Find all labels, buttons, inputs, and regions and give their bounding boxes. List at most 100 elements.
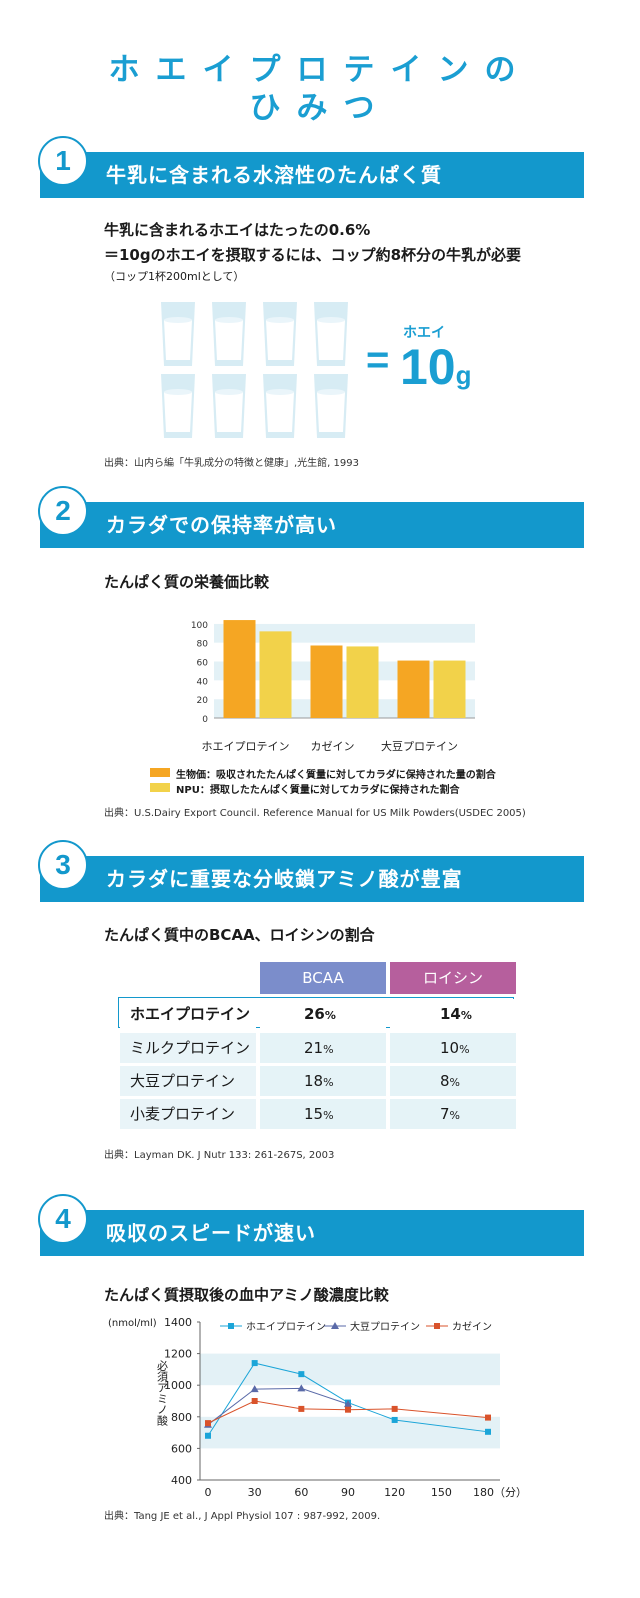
legend-label-npu: NPU：摂取したたんぱく質量に対してカラダに保持された割合: [176, 785, 460, 796]
legend-swatch-npu: [150, 783, 170, 792]
section1-number: 1: [38, 136, 88, 186]
milk-cup-icon: [161, 302, 195, 366]
section1-source: 出典：山内ら編「牛乳成分の特徴と健康」,光生館, 1993: [104, 458, 359, 469]
row-bcaa-pct: %: [323, 1109, 334, 1122]
row-bcaa: 15%: [260, 1099, 386, 1129]
section3-banner: カラダに重要な分岐鎖アミノ酸が豊富: [40, 856, 584, 902]
section3-number: 3: [38, 840, 88, 890]
row-leucine: 8%: [390, 1066, 516, 1096]
milk-cups-illustration: [161, 302, 348, 438]
row-leucine: 7%: [390, 1099, 516, 1129]
section4-source: 出典：Tang JE et al., J Appl Physiol 107 : …: [104, 1511, 381, 1522]
section4-number: 4: [38, 1194, 88, 1244]
page-title-line1: ホエイプロテインの: [108, 52, 532, 88]
bar-生物価: [223, 620, 256, 718]
bar-生物価: [310, 645, 343, 718]
data-point: [391, 1416, 398, 1423]
y-tick-label: 80: [197, 640, 209, 650]
y-tick-label: 0: [202, 715, 208, 725]
row-leucine-value: 14: [440, 1005, 461, 1023]
section3-source: 出典：Layman DK. J Nutr 133: 261-267S, 2003: [104, 1150, 335, 1161]
y-tick-label: 20: [197, 696, 209, 706]
row-leucine-pct: %: [449, 1109, 460, 1122]
x-category-label: 大豆プロテイン: [381, 739, 458, 753]
y-tick-label: 400: [171, 1474, 192, 1487]
section3-subheading: たんぱく質中のBCAA、ロイシンの割合: [104, 926, 375, 944]
row-bcaa-pct: %: [323, 1043, 334, 1056]
data-point: [250, 1385, 259, 1393]
series-line-大豆プロテイン: [207, 1387, 349, 1426]
whey-amount: 10g: [400, 338, 472, 404]
x-tick-label: 180（分）: [473, 1486, 520, 1499]
row-bcaa-value: 18: [304, 1072, 324, 1090]
row-name: ホエイプロテイン: [120, 999, 256, 1029]
milk-cup-icon: [212, 374, 246, 438]
y-tick-label: 1000: [164, 1379, 192, 1392]
legend-marker: [434, 1323, 440, 1329]
section1-line2: ＝10gのホエイを摂取するには、コップ約8杯分の牛乳が必要: [104, 246, 522, 264]
section1-banner: 牛乳に含まれる水溶性のたんぱく質: [40, 152, 584, 198]
data-point: [345, 1406, 351, 1413]
y-tick-label: 1400: [164, 1316, 192, 1329]
milk-cup-icon: [263, 302, 297, 366]
milk-cup-icon: [314, 302, 348, 366]
table-row: ホエイプロテイン 26% 14%: [118, 997, 516, 1029]
section2-banner: カラダでの保持率が高い: [40, 502, 584, 548]
row-bcaa-pct: %: [323, 1076, 334, 1089]
row-name: 小麦プロテイン: [120, 1099, 256, 1129]
legend-label: 大豆プロテイン: [350, 1320, 420, 1333]
milk-cup-icon: [212, 302, 246, 366]
row-bcaa-pct: %: [324, 1009, 336, 1022]
series-line-カゼイン: [207, 1400, 489, 1424]
nutrition-bar-chart: 0 20 40 60 80 100 ホエイプロテイン カゼイン 大豆プロテイン: [191, 605, 475, 753]
legend-label: ホエイプロテイン: [246, 1321, 326, 1333]
x-tick-label: 150: [431, 1486, 452, 1499]
y-tick-label: 60: [197, 659, 209, 669]
data-point: [205, 1432, 211, 1439]
row-bcaa: 26%: [260, 999, 386, 1029]
x-tick-label: 90: [341, 1486, 355, 1499]
section2-number: 2: [38, 486, 88, 536]
legend-marker: [228, 1323, 234, 1329]
section3-heading: カラダに重要な分岐鎖アミノ酸が豊富: [106, 867, 463, 891]
section4-subheading: たんぱく質摂取後の血中アミノ酸濃度比較: [104, 1286, 389, 1304]
section2-source: 出典：U.S.Dairy Export Council. Reference M…: [104, 808, 526, 819]
x-tick-label: 0: [205, 1486, 212, 1499]
section2-heading: カラダでの保持率が高い: [106, 513, 337, 537]
data-point: [485, 1414, 491, 1421]
series-line-ホエイプロテイン: [207, 1362, 489, 1437]
y-tick-label: 1200: [164, 1348, 192, 1361]
data-point: [205, 1420, 211, 1427]
data-point: [298, 1371, 305, 1378]
row-leucine: 14%: [390, 999, 516, 1029]
y-axis-label: 必須アミノ酸: [156, 1360, 169, 1427]
milk-cup-icon: [314, 374, 348, 438]
row-leucine-pct: %: [460, 1009, 472, 1022]
x-tick-label: 30: [248, 1486, 262, 1499]
amino-acid-line-chart: 400 600 800 1000 1200 1400 (nmol/ml) 必須アミノ酸 0 30 6…: [108, 1316, 520, 1499]
data-point: [297, 1384, 306, 1392]
section1-line3: （コップ1杯200mlとして）: [104, 270, 245, 283]
whey-amount-unit: g: [455, 360, 472, 390]
section1-heading: 牛乳に含まれる水溶性のたんぱく質: [106, 163, 442, 187]
y-tick-label: 800: [171, 1411, 192, 1424]
section1-line1: 牛乳に含まれるホエイはたったの0.6%: [104, 221, 371, 239]
row-bcaa: 21%: [260, 1033, 386, 1063]
x-tick-label: 120: [384, 1486, 405, 1499]
data-point: [251, 1360, 258, 1367]
y-unit-label: (nmol/ml): [108, 1318, 157, 1329]
whey-amount-value: 10: [400, 339, 456, 395]
column-header-leucine: ロイシン: [390, 962, 516, 994]
legend-marker: [331, 1322, 339, 1329]
milk-cup-icon: [263, 374, 297, 438]
legend-label-bv: 生物価：吸収されたたんぱく質量に対してカラダに保持された量の割合: [176, 770, 496, 781]
row-name: 大豆プロテイン: [120, 1066, 256, 1096]
page-title-line2: ひみつ: [249, 90, 391, 126]
row-leucine-value: 8: [440, 1072, 450, 1090]
table-row: 大豆プロテイン 18% 8%: [120, 1066, 516, 1096]
table-row: ミルクプロテイン 21% 10%: [120, 1033, 516, 1063]
legend-label: カゼイン: [452, 1321, 492, 1333]
row-bcaa-value: 26: [304, 1005, 325, 1023]
row-leucine: 10%: [390, 1033, 516, 1063]
row-bcaa: 18%: [260, 1066, 386, 1096]
